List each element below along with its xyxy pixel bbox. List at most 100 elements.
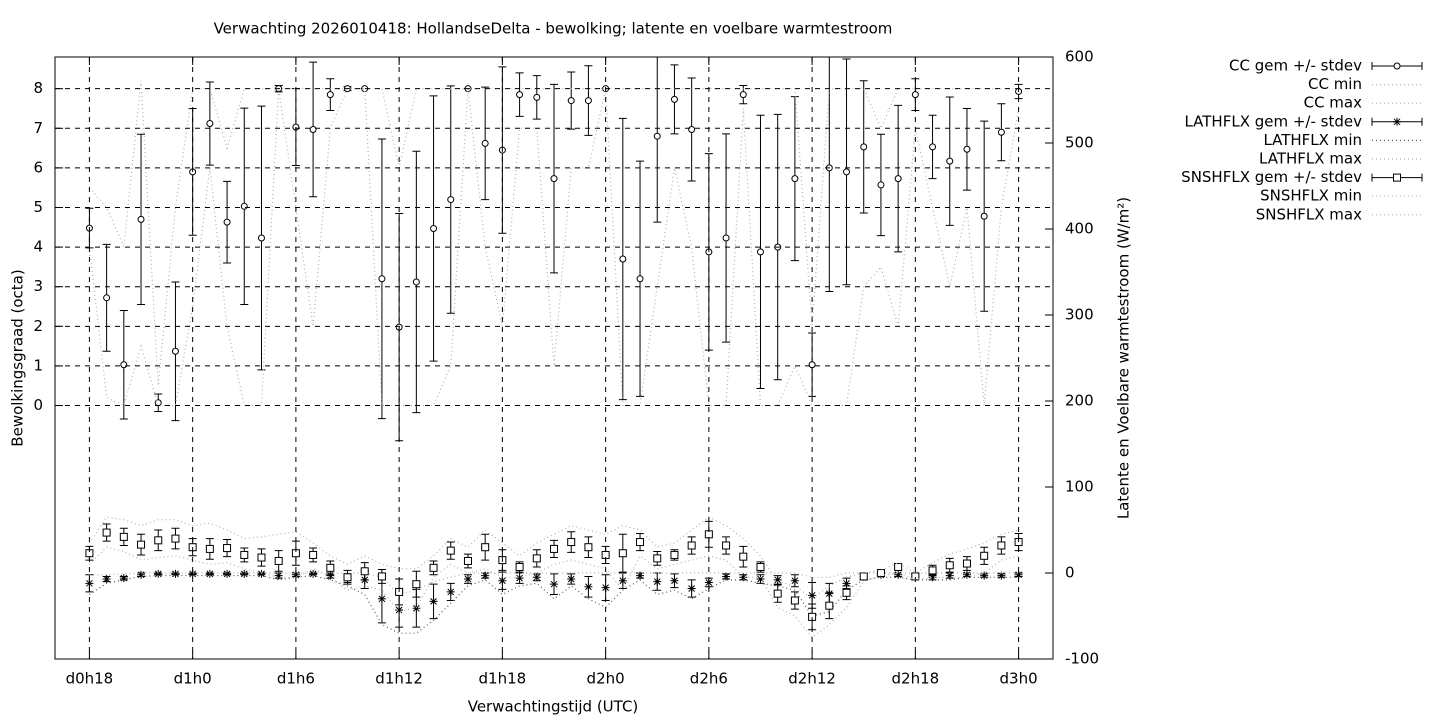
marker	[773, 589, 782, 598]
marker	[205, 544, 214, 553]
marker	[790, 576, 799, 585]
marker	[756, 575, 765, 584]
marker	[481, 571, 490, 580]
marker	[446, 546, 455, 555]
marker	[171, 347, 179, 355]
marker	[739, 573, 748, 582]
marker	[137, 215, 145, 223]
marker	[377, 572, 386, 581]
x-tick-label: d3h0	[1000, 670, 1038, 688]
y2-tick-label: 100	[1065, 478, 1094, 496]
marker	[790, 596, 799, 605]
marker	[756, 248, 764, 256]
marker	[687, 584, 696, 593]
marker	[274, 571, 283, 580]
marker	[584, 543, 593, 552]
marker	[653, 132, 661, 140]
y2-tick-label: 200	[1065, 392, 1094, 410]
y-tick-label: 4	[33, 238, 43, 256]
marker	[997, 541, 1006, 550]
marker	[567, 575, 576, 584]
marker	[636, 538, 645, 547]
marker	[1393, 173, 1401, 182]
marker	[533, 93, 541, 101]
marker	[584, 582, 593, 591]
marker	[430, 224, 438, 232]
y-axis-label: Bewolkingsgraad (octa)	[9, 269, 27, 446]
marker	[636, 275, 644, 283]
y-tick-label: 0	[33, 396, 43, 414]
plot-area	[85, 57, 1023, 639]
marker	[704, 578, 713, 587]
marker	[722, 541, 731, 550]
marker	[825, 601, 834, 610]
marker	[860, 143, 868, 151]
marker	[946, 157, 954, 165]
marker	[120, 361, 128, 369]
marker	[429, 597, 438, 606]
marker	[653, 554, 662, 563]
range-line	[88, 88, 1020, 407]
x-tick-label: d1h0	[174, 670, 212, 688]
marker	[722, 234, 730, 242]
legend-label: LATHFLX gem +/- stdev	[1184, 112, 1362, 130]
marker	[963, 145, 971, 153]
marker	[842, 588, 851, 597]
marker	[791, 175, 799, 183]
marker	[326, 563, 335, 572]
marker	[154, 536, 163, 545]
legend-label: LATHFLX min	[1263, 131, 1362, 149]
marker	[309, 550, 318, 559]
marker	[463, 556, 472, 565]
marker	[945, 561, 954, 570]
marker	[894, 570, 903, 579]
marker	[550, 175, 558, 183]
x-axis-label: Verwachtingstijd (UTC)	[468, 698, 639, 716]
y-tick-label: 7	[33, 119, 43, 137]
marker	[808, 361, 816, 369]
marker	[326, 571, 335, 580]
x-tick-label: d1h12	[375, 670, 423, 688]
y-tick-label: 5	[33, 198, 43, 216]
marker	[877, 181, 885, 189]
marker	[894, 175, 902, 183]
marker	[188, 569, 197, 578]
marker	[688, 125, 696, 133]
marker	[808, 591, 817, 600]
marker	[223, 544, 232, 553]
marker	[532, 554, 541, 563]
marker	[550, 580, 558, 589]
marker	[670, 576, 679, 585]
marker	[240, 202, 248, 210]
marker	[240, 569, 249, 578]
marker	[636, 571, 645, 580]
marker	[843, 168, 851, 176]
marker	[653, 577, 662, 586]
legend-label: SNSHFLX gem +/- stdev	[1181, 168, 1362, 186]
marker	[343, 573, 352, 582]
marker	[257, 234, 265, 242]
marker	[481, 543, 490, 552]
marker	[429, 563, 438, 572]
marker	[739, 91, 747, 99]
marker	[1393, 62, 1401, 70]
marker	[928, 573, 937, 582]
marker	[171, 534, 180, 543]
marker	[223, 218, 231, 226]
marker	[447, 196, 455, 204]
legend-label: CC max	[1304, 94, 1363, 112]
plot-frame	[54, 56, 1054, 660]
marker	[516, 91, 524, 99]
marker	[171, 569, 180, 578]
marker	[532, 573, 541, 582]
y2-tick-label: 400	[1065, 220, 1094, 238]
marker	[291, 570, 300, 579]
legend-label: SNSHFLX min	[1260, 187, 1362, 205]
y2-tick-label: 500	[1065, 134, 1094, 152]
marker	[859, 572, 868, 581]
marker	[619, 255, 627, 263]
marker	[206, 120, 214, 128]
marker	[412, 604, 421, 613]
marker	[911, 91, 919, 99]
marker	[997, 571, 1006, 580]
